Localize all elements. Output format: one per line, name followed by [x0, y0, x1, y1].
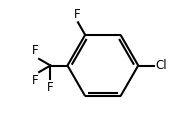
Text: F: F [32, 44, 38, 57]
Text: Cl: Cl [155, 59, 167, 72]
Text: F: F [74, 8, 81, 21]
Text: F: F [32, 74, 38, 87]
Text: F: F [47, 81, 54, 94]
